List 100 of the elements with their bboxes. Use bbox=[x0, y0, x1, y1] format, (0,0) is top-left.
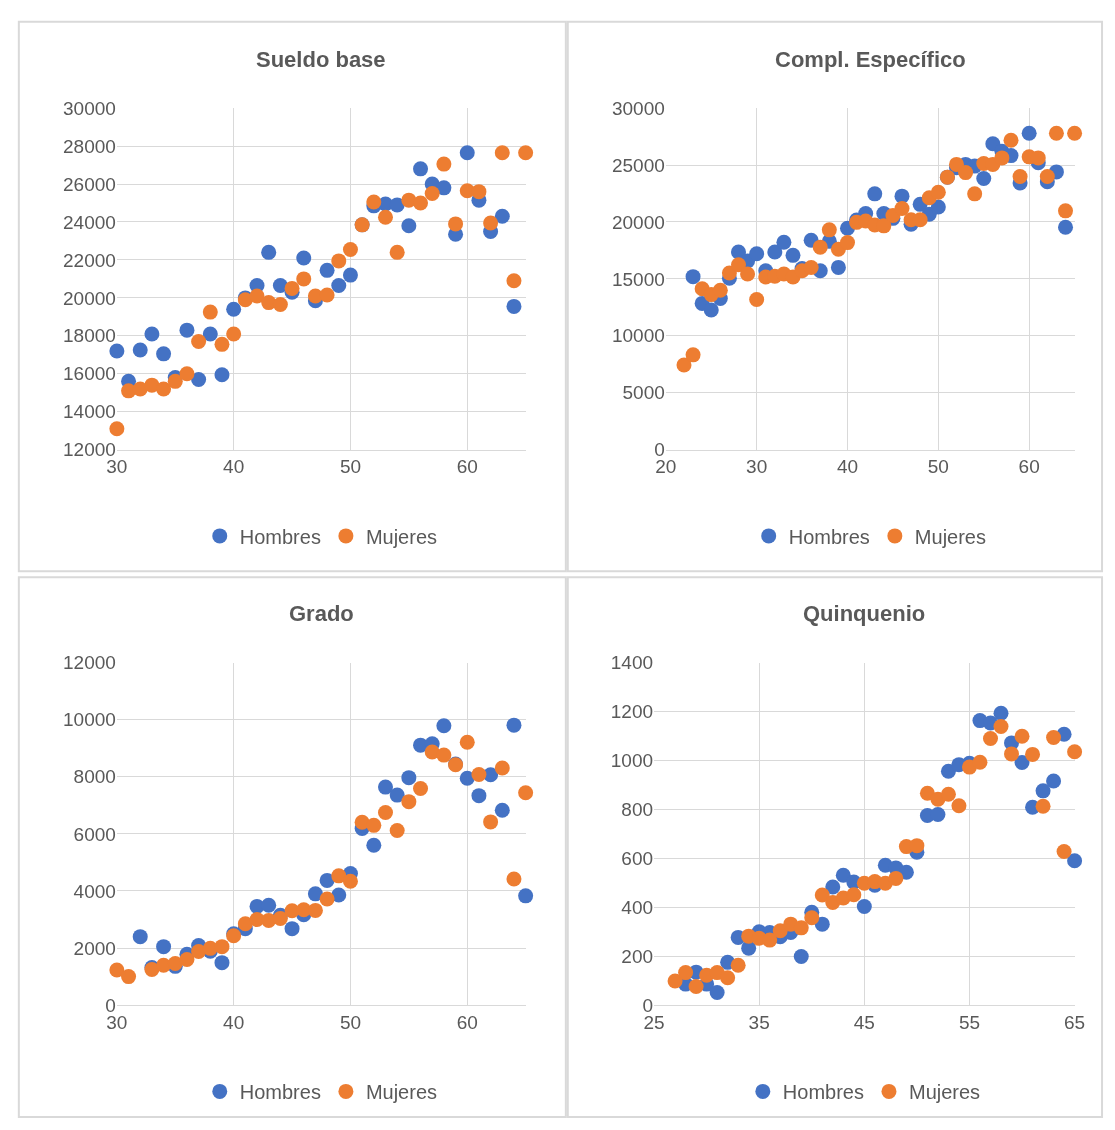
point bbox=[389, 197, 405, 213]
legend-label: Hombres bbox=[239, 525, 321, 548]
y-tick-label: 6000 bbox=[73, 823, 116, 845]
point bbox=[749, 292, 765, 307]
point bbox=[401, 218, 417, 234]
legend-label: Mujeres bbox=[908, 1081, 981, 1104]
point bbox=[740, 266, 756, 282]
point bbox=[506, 717, 522, 733]
y-tick-label: 2000 bbox=[73, 937, 116, 959]
point bbox=[776, 234, 792, 250]
x-tick-label: 60 bbox=[456, 456, 478, 478]
point bbox=[814, 916, 830, 932]
point bbox=[1004, 746, 1020, 762]
point bbox=[471, 788, 487, 804]
point bbox=[730, 957, 746, 973]
point bbox=[506, 273, 522, 289]
point bbox=[459, 145, 475, 161]
point bbox=[331, 278, 347, 294]
point bbox=[459, 734, 475, 750]
point bbox=[518, 888, 534, 904]
point bbox=[366, 837, 382, 853]
y-tick-label: 20000 bbox=[63, 287, 116, 309]
point bbox=[179, 366, 195, 382]
x-tick-label: 40 bbox=[223, 456, 245, 478]
point bbox=[331, 887, 347, 903]
point bbox=[296, 271, 312, 287]
point bbox=[331, 868, 347, 884]
point bbox=[1048, 125, 1064, 141]
y-tick-label: 24000 bbox=[63, 211, 116, 233]
point bbox=[191, 334, 207, 350]
x-tick-label: 50 bbox=[339, 456, 362, 478]
point bbox=[483, 215, 499, 231]
point bbox=[401, 794, 417, 810]
point bbox=[1046, 773, 1062, 789]
point bbox=[749, 246, 765, 262]
point bbox=[436, 747, 452, 763]
y-tick-label: 30000 bbox=[63, 97, 116, 119]
x-tick-label: 50 bbox=[339, 1011, 362, 1033]
y-tick-label: 800 bbox=[621, 799, 654, 821]
point bbox=[121, 969, 137, 985]
point bbox=[144, 377, 160, 393]
point bbox=[867, 186, 883, 202]
point bbox=[366, 194, 382, 210]
point bbox=[685, 347, 701, 363]
y-tick-label: 4000 bbox=[73, 880, 116, 902]
point bbox=[1067, 125, 1083, 141]
point bbox=[319, 287, 335, 303]
chart-title: Compl. Específico bbox=[775, 47, 966, 72]
y-tick-label: 10000 bbox=[63, 709, 116, 731]
point bbox=[703, 302, 719, 318]
point bbox=[179, 951, 195, 967]
legend-label: Hombres bbox=[239, 1081, 321, 1104]
point bbox=[132, 929, 148, 945]
y-tick-label: 5000 bbox=[622, 382, 665, 404]
point bbox=[319, 891, 335, 907]
y-tick-label: 600 bbox=[621, 848, 654, 870]
point bbox=[888, 870, 904, 886]
point bbox=[1056, 844, 1072, 859]
point bbox=[894, 201, 910, 217]
y-tick-label: 400 bbox=[621, 896, 654, 918]
point bbox=[930, 807, 946, 823]
point bbox=[976, 171, 992, 186]
y-tick-label: 1400 bbox=[610, 652, 654, 674]
chart-title: Sueldo base bbox=[256, 47, 386, 72]
point bbox=[767, 244, 783, 260]
point bbox=[793, 920, 809, 936]
point bbox=[179, 322, 195, 338]
y-tick-label: 22000 bbox=[63, 249, 116, 271]
x-tick-label: 60 bbox=[456, 1011, 478, 1033]
point bbox=[720, 970, 736, 986]
point bbox=[840, 235, 855, 251]
point bbox=[1014, 728, 1030, 744]
point bbox=[1035, 783, 1051, 799]
point bbox=[821, 222, 837, 238]
point bbox=[1046, 730, 1062, 745]
point bbox=[436, 156, 452, 172]
x-tick-label: 60 bbox=[1018, 456, 1040, 478]
point bbox=[958, 165, 974, 181]
y-tick-label: 30000 bbox=[611, 97, 665, 119]
point bbox=[413, 195, 429, 211]
point bbox=[494, 802, 510, 818]
legend-label: Mujeres bbox=[914, 525, 986, 548]
point bbox=[1058, 203, 1074, 219]
x-tick-label: 30 bbox=[746, 456, 768, 478]
point bbox=[506, 871, 522, 887]
legend-label: Mujeres bbox=[365, 1081, 438, 1104]
y-tick-label: 8000 bbox=[73, 766, 116, 788]
point bbox=[413, 161, 429, 177]
y-tick-label: 26000 bbox=[63, 173, 116, 195]
point bbox=[284, 921, 300, 937]
point bbox=[366, 817, 382, 833]
point bbox=[202, 304, 218, 320]
point bbox=[342, 873, 358, 889]
point bbox=[762, 932, 778, 948]
point bbox=[930, 199, 946, 215]
point bbox=[1012, 169, 1028, 185]
x-tick-label: 35 bbox=[748, 1011, 770, 1033]
point bbox=[389, 822, 405, 838]
point bbox=[1003, 132, 1019, 148]
point bbox=[678, 965, 694, 981]
